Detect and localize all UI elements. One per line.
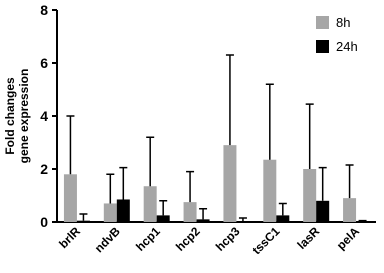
bar bbox=[343, 198, 357, 222]
bar bbox=[223, 145, 237, 222]
error-bar bbox=[358, 219, 367, 222]
bar bbox=[316, 200, 330, 222]
bar bbox=[356, 221, 370, 222]
error-bar bbox=[225, 54, 234, 146]
error-bar bbox=[186, 170, 195, 203]
error-bar bbox=[265, 83, 274, 160]
bar bbox=[236, 221, 250, 222]
legend-label: 8h bbox=[336, 15, 350, 30]
y-axis-label: gene expression bbox=[17, 69, 31, 164]
y-axis-label: Fold changes bbox=[3, 77, 17, 155]
bar bbox=[103, 203, 117, 222]
x-tick-label: hcp3 bbox=[213, 224, 243, 254]
bar bbox=[196, 219, 210, 222]
error-bar bbox=[119, 166, 128, 200]
legend-swatch bbox=[316, 40, 329, 53]
x-tick-label: lasR bbox=[294, 224, 322, 252]
error-bar bbox=[305, 103, 314, 169]
bar bbox=[276, 215, 290, 222]
error-bar bbox=[106, 173, 115, 204]
x-tick-label: hcp2 bbox=[173, 224, 203, 254]
bar bbox=[263, 159, 277, 222]
bar bbox=[303, 169, 317, 222]
bar bbox=[116, 199, 130, 222]
legend-swatch bbox=[316, 16, 329, 29]
error-bar bbox=[66, 115, 75, 175]
error-bar bbox=[278, 202, 287, 216]
x-tick-label: ndvB bbox=[92, 224, 123, 255]
error-bar bbox=[199, 208, 208, 220]
y-tick-label: 8 bbox=[40, 2, 48, 18]
y-tick-label: 4 bbox=[40, 108, 48, 124]
legend-label: 24h bbox=[336, 39, 358, 54]
y-tick-label: 0 bbox=[40, 214, 48, 230]
bar bbox=[76, 220, 90, 222]
bar bbox=[63, 174, 77, 222]
error-bar bbox=[159, 200, 168, 216]
error-bar bbox=[238, 217, 247, 222]
bar bbox=[183, 202, 197, 222]
error-bar bbox=[146, 136, 155, 187]
x-tick-label: brlR bbox=[56, 224, 83, 251]
y-tick-label: 6 bbox=[40, 55, 48, 71]
bar bbox=[143, 186, 157, 222]
error-bar bbox=[318, 166, 327, 201]
error-bar bbox=[345, 164, 354, 199]
x-tick-label: hcp1 bbox=[133, 224, 163, 254]
bar bbox=[156, 215, 170, 222]
x-tick-label: tssC1 bbox=[249, 224, 282, 257]
x-tick-label: pelA bbox=[334, 224, 363, 253]
y-tick-label: 2 bbox=[40, 161, 48, 177]
error-bar bbox=[79, 213, 88, 221]
